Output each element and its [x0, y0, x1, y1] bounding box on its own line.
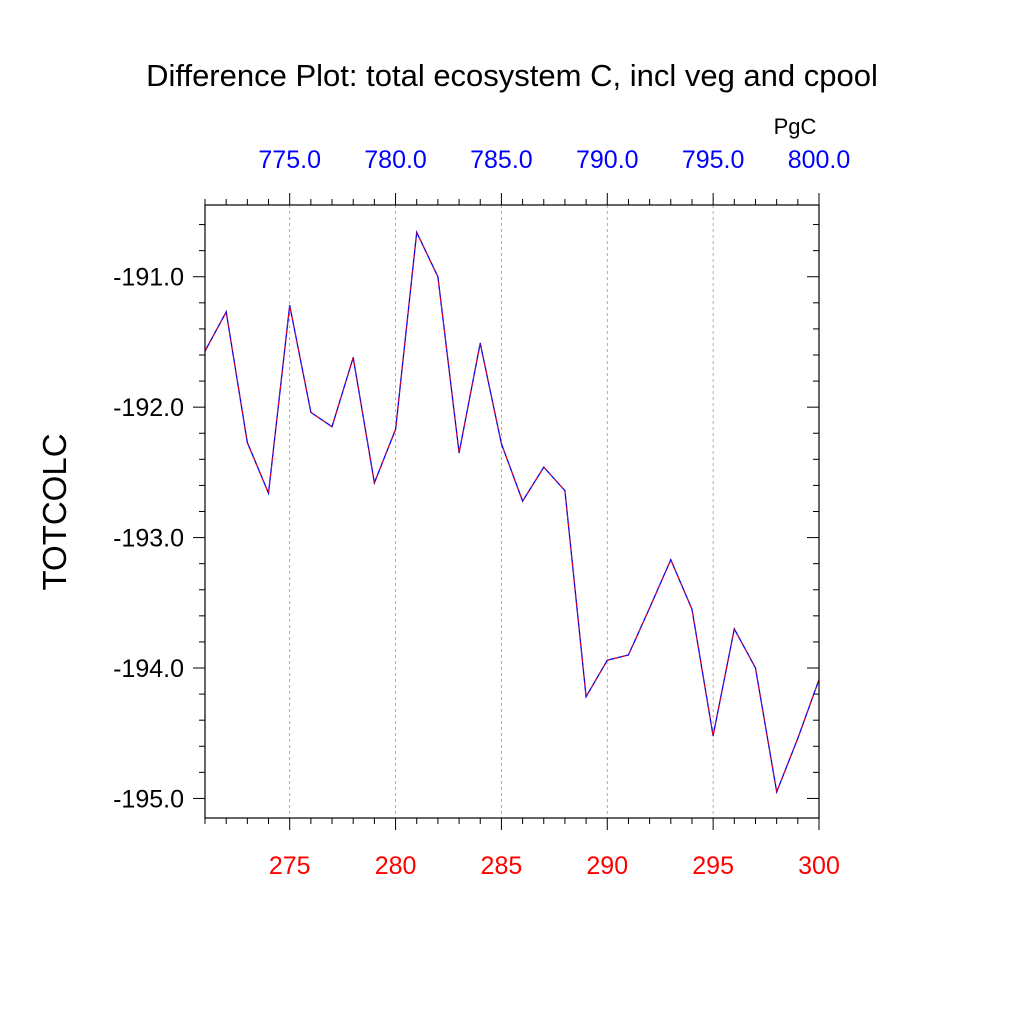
data-point — [437, 276, 439, 278]
chart-title: Difference Plot: total ecosystem C, incl… — [146, 58, 878, 93]
data-point — [310, 411, 312, 413]
x-tick-label-bottom: 295 — [692, 852, 734, 880]
x-tick-label-bottom: 300 — [798, 852, 840, 880]
data-point — [691, 608, 693, 610]
data-point — [352, 356, 354, 359]
x-tick-label-bottom: 280 — [375, 852, 417, 880]
y-tick-label: -194.0 — [113, 655, 184, 683]
data-point — [289, 304, 291, 307]
data-point — [797, 737, 799, 740]
y-tick-label: -193.0 — [113, 525, 184, 553]
x-tick-label-top: 800.0 — [788, 146, 851, 174]
tick-labels: 275 280 285 290 295 300 775.0 780.0 785.0 790.0 79… — [113, 146, 850, 880]
data-point — [543, 466, 545, 468]
data-point — [394, 428, 397, 430]
x-tick-label-bottom: 275 — [269, 852, 311, 880]
x-tick-label-top: 785.0 — [470, 146, 533, 174]
x-tick-label-top: 795.0 — [682, 146, 745, 174]
data-point — [712, 735, 714, 737]
x-tick-label-bottom: 285 — [481, 852, 523, 880]
data-point — [585, 696, 587, 698]
axis-ticks — [193, 193, 820, 830]
x-tick-label-bottom: 290 — [586, 852, 628, 880]
series-layer — [204, 230, 820, 795]
data-point — [479, 342, 481, 344]
data-point — [606, 659, 608, 661]
data-point — [458, 452, 460, 454]
data-point — [776, 791, 778, 793]
series-line — [204, 230, 820, 795]
data-point — [416, 231, 418, 233]
data-point — [246, 441, 248, 443]
grid-lines — [289, 205, 714, 818]
data-point — [649, 607, 651, 609]
series-line-overlay — [204, 230, 820, 794]
y-tick-label: -191.0 — [113, 264, 184, 292]
top-axis-units: PgC — [773, 114, 817, 139]
data-point — [754, 667, 757, 669]
data-point — [733, 628, 735, 630]
x-tick-label-top: 780.0 — [364, 146, 427, 174]
data-point — [564, 490, 566, 492]
data-point — [331, 426, 333, 428]
y-tick-label: -195.0 — [113, 785, 184, 813]
data-point — [267, 492, 270, 494]
data-point — [500, 443, 503, 445]
data-point — [373, 482, 375, 484]
y-tick-label: -192.0 — [113, 394, 184, 422]
data-point — [627, 654, 630, 656]
data-point — [225, 311, 227, 313]
x-tick-label-top: 775.0 — [258, 146, 321, 174]
x-tick-label-top: 790.0 — [576, 146, 639, 174]
plot-frame — [204, 204, 820, 819]
data-point — [670, 559, 672, 561]
data-point — [521, 500, 524, 502]
